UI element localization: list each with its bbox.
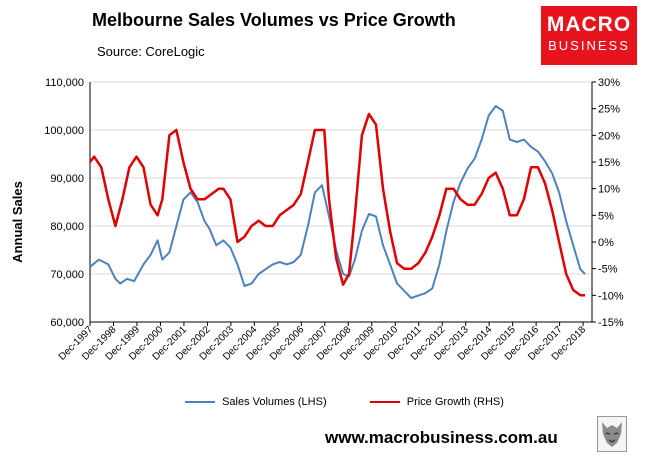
y-tick-label-right: -5% — [598, 264, 618, 276]
x-axis-ticks: Dec-1997Dec-1998Dec-1999Dec-2000Dec-2001… — [57, 322, 589, 363]
y-tick-label-right: 15% — [598, 157, 620, 169]
website-url: www.macrobusiness.com.au — [325, 428, 558, 447]
y-axis-label-left: Annual Sales — [10, 181, 25, 263]
y-tick-label-right: -15% — [598, 317, 624, 329]
legend-item-sales: Sales Volumes (LHS) — [185, 396, 327, 408]
y-tick-label-right: 5% — [598, 210, 614, 222]
logo-line-2: BUSINESS — [548, 38, 630, 53]
wolf-icon — [597, 416, 627, 452]
y-tick-label-right: 20% — [598, 130, 620, 142]
series-line-sales-volumes — [89, 105, 586, 299]
chart-title: Melbourne Sales Volumes vs Price Growth — [92, 10, 456, 30]
legend-label-sales: Sales Volumes (LHS) — [222, 396, 327, 408]
axes — [89, 82, 593, 323]
y-tick-label-left: 80,000 — [50, 221, 84, 233]
y-tick-label-left: 60,000 — [50, 317, 84, 329]
series-layer — [89, 105, 586, 299]
y-tick-label-right: 25% — [598, 104, 620, 116]
legend-item-price: Price Growth (RHS) — [369, 396, 504, 408]
y-tick-label-right: -10% — [598, 290, 624, 302]
y-tick-label-left: 110,000 — [45, 77, 84, 89]
legend-label-price: Price Growth (RHS) — [406, 396, 504, 408]
y-tick-label-right: 10% — [598, 184, 620, 196]
macrobusiness-logo: MACRO BUSINESS — [541, 6, 637, 65]
legend-swatch-sales — [185, 401, 215, 404]
y-tick-label-left: 100,000 — [44, 125, 84, 137]
left-axis-ticks: 60,000 70,000 80,000 90,000 100,000 110,000 — [44, 77, 84, 329]
legend-swatch-price — [369, 401, 400, 404]
logo-line-1: MACRO — [546, 13, 632, 36]
series-line-price-growth — [89, 112, 585, 297]
right-axis-ticks: -15% -10% -5% 0% 5% 10% 15% 20% 25% 30% — [592, 77, 624, 329]
gridlines — [90, 81, 592, 323]
y-tick-label-left: 70,000 — [50, 269, 84, 281]
y-tick-label-right: 30% — [598, 77, 620, 89]
legend: Sales Volumes (LHS) Price Growth (RHS) — [185, 396, 544, 408]
y-tick-label-right: 0% — [598, 237, 614, 249]
source-caption: Source: CoreLogic — [97, 44, 205, 59]
y-tick-label-left: 90,000 — [50, 173, 84, 185]
